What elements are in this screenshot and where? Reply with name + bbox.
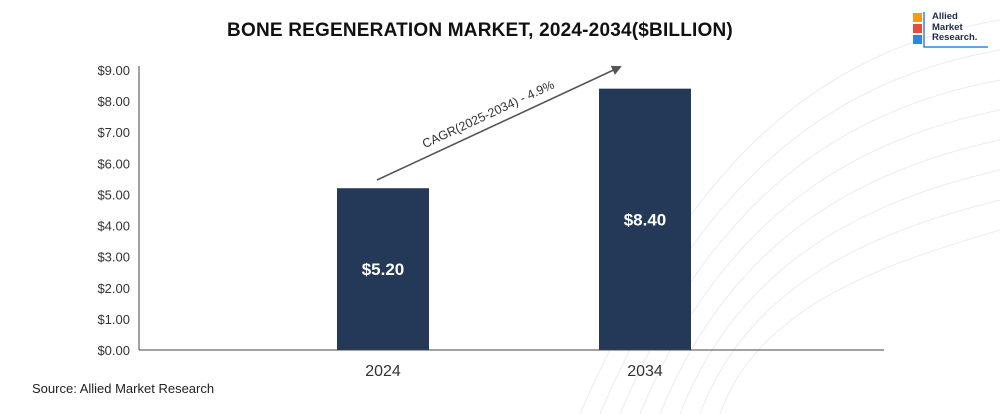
cagr-arrow bbox=[376, 65, 622, 181]
logo-line-2: Market bbox=[932, 21, 963, 33]
x-tick-label: 2024 bbox=[365, 363, 401, 380]
logo-wordmark: Allied Market Research. bbox=[932, 11, 998, 44]
y-tick-label: $1.00 bbox=[97, 312, 130, 327]
logo-line-1: Allied bbox=[932, 11, 958, 22]
bars: $5.20 2024 $8.40 2034 bbox=[337, 88, 691, 380]
bar-value-label: $5.20 bbox=[362, 260, 405, 279]
y-tick-label: $9.00 bbox=[97, 63, 130, 78]
y-tick-label: $4.00 bbox=[97, 219, 130, 234]
x-tick-label: 2034 bbox=[627, 363, 663, 380]
y-tick-label: $7.00 bbox=[97, 125, 130, 140]
bar-2034 bbox=[599, 88, 691, 351]
cagr-annotation: CAGR(2025-2034) - 4.9% bbox=[376, 65, 622, 181]
logo-line-3: Research. bbox=[932, 32, 978, 43]
cagr-label: CAGR(2025-2034) - 4.9% bbox=[420, 78, 556, 151]
axes bbox=[138, 66, 884, 351]
chart-title: BONE REGENERATION MARKET, 2024-2034($BIL… bbox=[227, 20, 733, 41]
y-tick-label: $8.00 bbox=[97, 94, 130, 109]
y-tick-label: $5.00 bbox=[97, 187, 130, 202]
y-axis-ticks: $0.00 $1.00 $2.00 $3.00 $4.00 $5.00 $6.00 $7.00… bbox=[97, 63, 130, 358]
y-tick-label: $0.00 bbox=[97, 343, 130, 358]
bar-2024 bbox=[337, 188, 429, 350]
y-tick-label: $2.00 bbox=[97, 281, 130, 296]
source-note: Source: Allied Market Research bbox=[32, 381, 215, 396]
y-tick-label: $6.00 bbox=[97, 156, 130, 171]
y-tick-label: $3.00 bbox=[97, 250, 130, 265]
allied-market-research-logo bbox=[913, 12, 988, 48]
bar-value-label: $8.40 bbox=[624, 210, 667, 229]
